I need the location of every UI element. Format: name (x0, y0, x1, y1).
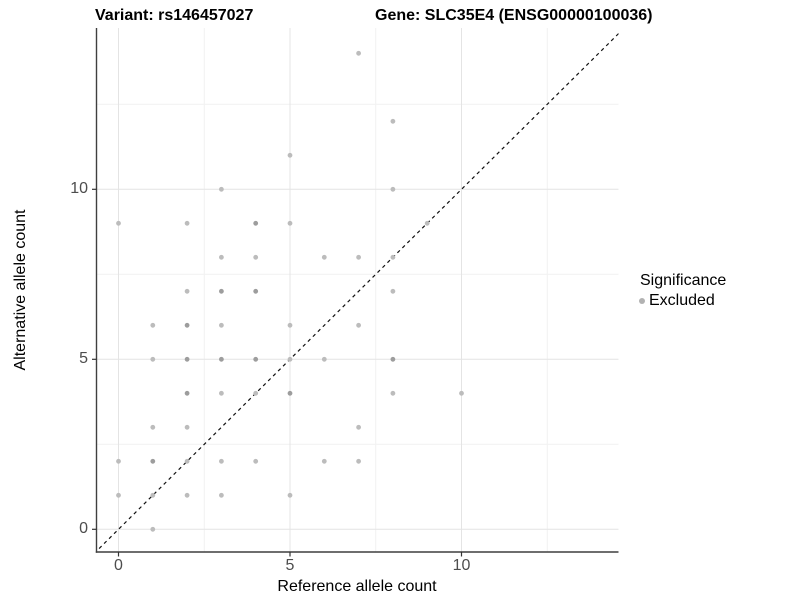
data-point (150, 492, 156, 498)
data-point (219, 390, 224, 396)
legend: Significance Excluded (639, 271, 727, 310)
data-point (424, 220, 430, 226)
plot-title-variant: Variant: rs146457027 (95, 7, 254, 24)
identity-dashed-line (96, 32, 619, 552)
data-point (321, 254, 327, 260)
data-point (287, 152, 293, 158)
data-point (390, 118, 396, 124)
data-point (356, 50, 361, 56)
data-point (184, 390, 190, 396)
data-point (150, 356, 156, 362)
y-axis-title: Alternative allele count (12, 209, 29, 371)
point-key-icon (639, 297, 645, 304)
plot-title-gene: Gene: SLC35E4 (ENSG00000100036) (375, 7, 653, 24)
x-tick-label: 0 (114, 557, 123, 574)
data-point (390, 390, 396, 396)
legend-item-excluded: Excluded (639, 291, 726, 310)
data-point (253, 220, 259, 226)
data-point (184, 220, 190, 226)
data-point (253, 356, 259, 362)
data-point (184, 492, 190, 498)
data-point (390, 288, 396, 294)
data-point (287, 492, 293, 498)
data-point (253, 390, 259, 396)
legend-item-label: Excluded (649, 292, 715, 309)
data-point (116, 458, 121, 464)
data-point (150, 424, 156, 430)
data-point (150, 526, 156, 532)
data-point (459, 390, 464, 396)
data-point (219, 356, 224, 362)
data-point (253, 458, 259, 464)
data-point (253, 254, 259, 260)
data-point (150, 322, 156, 328)
y-tick-label: 0 (79, 520, 88, 538)
data-point (219, 186, 224, 192)
data-point (321, 356, 327, 362)
x-tick-label: 10 (452, 557, 471, 574)
x-tick-label: 5 (285, 557, 295, 574)
data-point (287, 390, 293, 396)
data-point (219, 322, 224, 328)
data-point (356, 322, 361, 328)
data-point (184, 356, 190, 362)
data-point (390, 186, 396, 192)
data-point (184, 322, 190, 328)
x-axis-title: Reference allele count (277, 578, 437, 595)
data-point (287, 220, 293, 226)
y-tick-label: 10 (70, 180, 88, 198)
data-point (356, 458, 361, 464)
data-point (287, 322, 293, 328)
data-point (184, 288, 190, 294)
data-point (219, 254, 224, 260)
data-point (219, 458, 224, 464)
data-point (287, 356, 293, 362)
data-point (390, 356, 396, 362)
data-point (321, 458, 327, 464)
data-point (150, 458, 156, 464)
legend-title: Significance (640, 272, 727, 289)
data-point (116, 220, 121, 226)
y-tick-label: 5 (79, 350, 88, 368)
data-point (356, 424, 361, 430)
data-point (184, 458, 190, 464)
data-point (219, 288, 224, 294)
data-point (253, 288, 259, 294)
data-point (390, 254, 396, 260)
data-point (356, 254, 361, 260)
data-point (184, 424, 190, 430)
data-point (219, 492, 224, 498)
data-point (116, 492, 121, 498)
